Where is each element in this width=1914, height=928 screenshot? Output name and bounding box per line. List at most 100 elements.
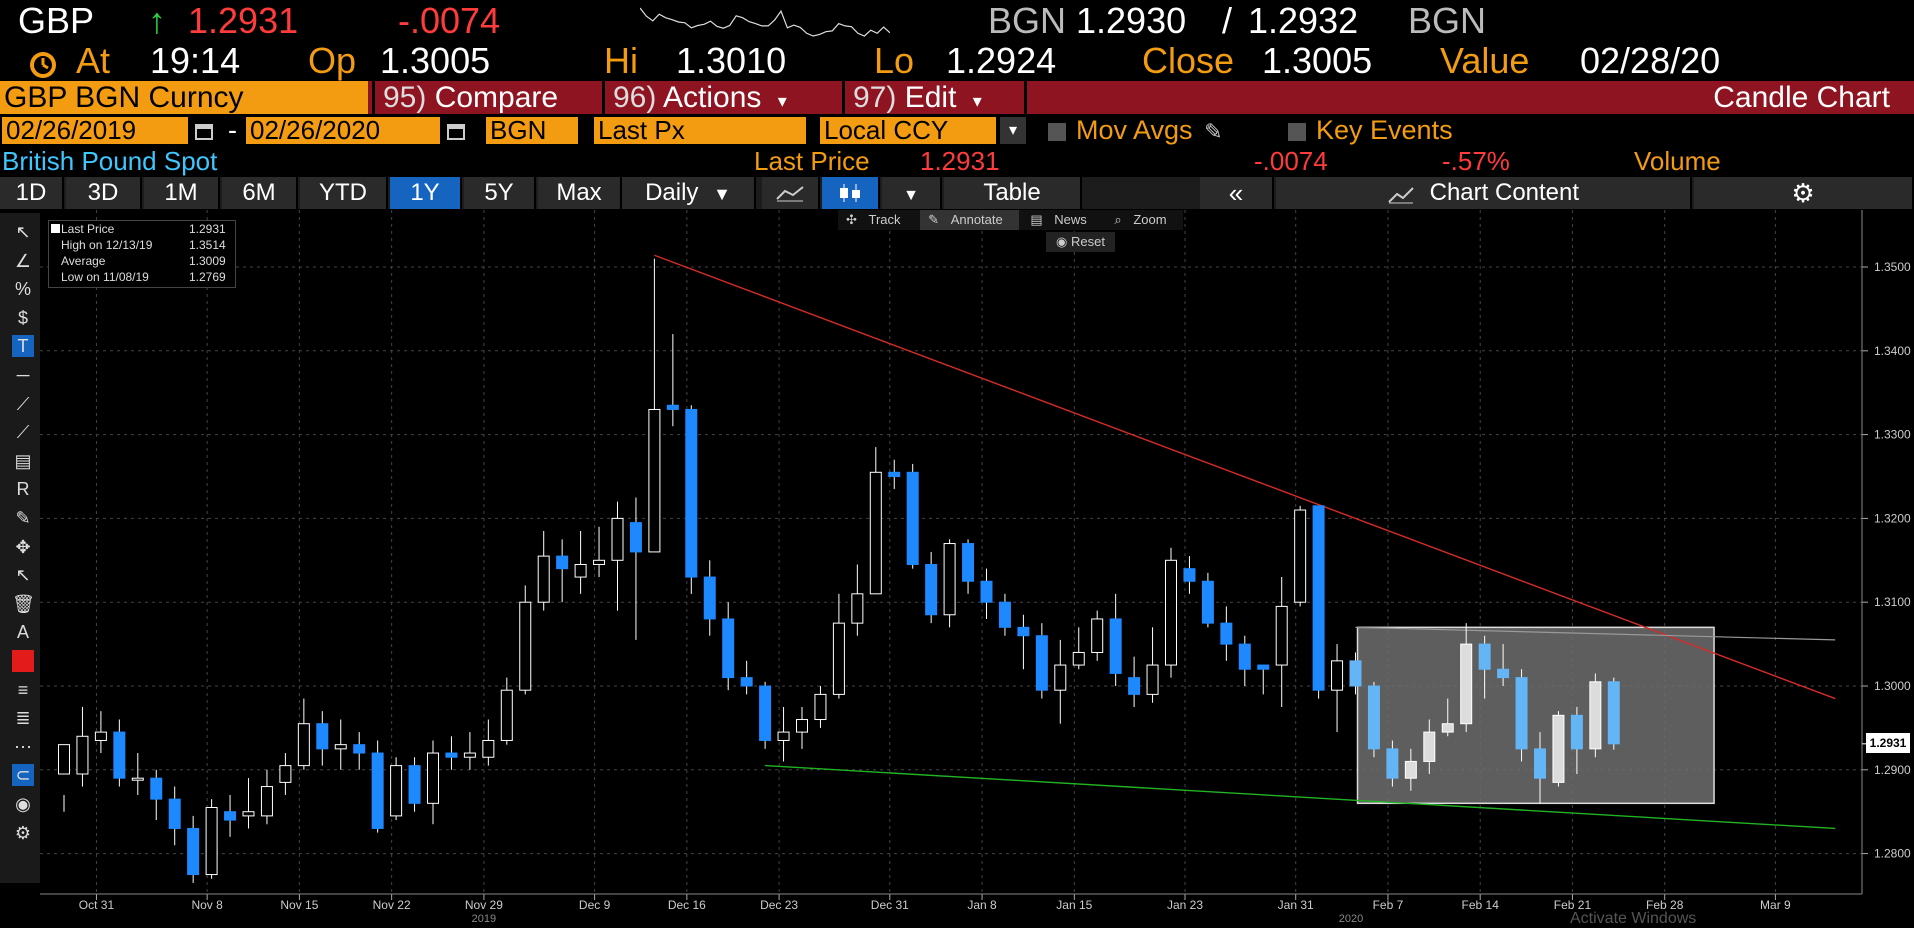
range-button-3d[interactable]: 3D xyxy=(66,177,142,209)
net-change: -.0074 xyxy=(398,0,501,41)
candle-body xyxy=(556,555,569,570)
compare-button[interactable]: 95) Compare xyxy=(372,81,600,114)
range-button-1y[interactable]: 1Y xyxy=(390,177,462,209)
settings-gear-icon[interactable]: ⚙ xyxy=(1694,177,1914,209)
line-icon[interactable]: ∠ xyxy=(14,250,32,271)
channel-icon[interactable]: ▤ xyxy=(14,450,32,471)
trash-icon[interactable]: 🗑 xyxy=(12,593,35,614)
r-icon[interactable]: R xyxy=(16,479,30,500)
period-select[interactable]: Daily ▼ xyxy=(622,177,756,209)
candle-body xyxy=(297,723,310,767)
table-button[interactable]: Table xyxy=(944,177,1082,209)
thickness-icon[interactable]: ≡ xyxy=(17,679,29,700)
candle-body xyxy=(1349,660,1362,687)
calendar-icon[interactable] xyxy=(446,121,466,141)
candle-body xyxy=(814,693,827,721)
brush-icon[interactable]: ⟋ xyxy=(16,393,30,414)
range-button-5y[interactable]: 5Y xyxy=(464,177,536,209)
checkbox-icon xyxy=(1288,122,1306,141)
last-price-tag: 1.2931 xyxy=(1866,733,1910,753)
collapse-button[interactable]: « xyxy=(1200,177,1274,209)
start-date-field[interactable]: 02/26/2019 xyxy=(2,117,188,144)
chart-content-icon xyxy=(1388,186,1414,204)
candle-body xyxy=(648,408,661,553)
price-field-select[interactable]: Last Px xyxy=(594,117,806,144)
chart-style-dropdown[interactable]: ▼ xyxy=(882,177,942,209)
range-button-6m[interactable]: 6M xyxy=(222,177,298,209)
range-button-ytd[interactable]: YTD xyxy=(300,177,388,209)
currency-select[interactable]: Local CCY xyxy=(820,117,996,144)
chevron-down-icon[interactable]: ▾ xyxy=(1000,117,1026,144)
annotate-button[interactable]: ✎ Annotate xyxy=(920,210,1019,230)
cursor-icon[interactable]: ↖ xyxy=(15,222,31,242)
x-tick-label: Nov 15 xyxy=(280,898,318,912)
mov-avgs-toggle[interactable]: Mov Avgs ✎ xyxy=(1048,117,1223,144)
chart-content-button[interactable]: Chart Content xyxy=(1276,177,1692,209)
bid-ask-separator: / xyxy=(1222,0,1233,41)
pattern-icon[interactable]: ≣ xyxy=(15,708,31,729)
trendline-icon[interactable]: ⟋ xyxy=(16,422,30,443)
x-tick-label: Nov 29 xyxy=(465,898,503,912)
candle-body xyxy=(740,677,753,687)
percent-icon[interactable]: % xyxy=(14,279,31,300)
actions-menu[interactable]: 96) Actions ▾ xyxy=(602,81,840,114)
candle-chart-icon xyxy=(840,184,860,202)
candle-body xyxy=(1072,651,1085,666)
actions-number: 96) xyxy=(613,81,657,114)
x-tick-label: Jan 31 xyxy=(1278,898,1314,912)
candle-body xyxy=(353,744,366,754)
range-button-1d[interactable]: 1D xyxy=(0,177,64,209)
color-icon[interactable] xyxy=(12,650,34,672)
candle-chart-button[interactable] xyxy=(822,177,880,209)
y-tick-label: 1.3500 xyxy=(1874,260,1911,274)
candle-body xyxy=(482,739,495,758)
change-value: -.0074 xyxy=(1254,146,1328,176)
pointer-icon[interactable]: ↖ xyxy=(15,565,31,586)
key-events-toggle[interactable]: Key Events xyxy=(1288,117,1453,144)
magnet-icon[interactable]: ⊂ xyxy=(12,764,34,787)
candle-body xyxy=(445,752,458,758)
pricing-source-field[interactable]: BGN xyxy=(486,117,578,144)
end-date-field[interactable]: 02/26/2020 xyxy=(246,117,440,144)
range-button-1m[interactable]: 1M xyxy=(144,177,220,209)
gear-icon[interactable]: ⚙ xyxy=(14,822,32,843)
candle-body xyxy=(113,731,126,779)
hline-icon[interactable]: ─ xyxy=(16,365,30,385)
dollar-icon[interactable]: $ xyxy=(17,307,28,328)
reset-button[interactable]: ◉ Reset xyxy=(1046,232,1115,252)
legend-low-label: Low on 11/08/19 xyxy=(61,270,149,284)
text-icon[interactable]: T xyxy=(12,335,34,358)
candle-body xyxy=(685,408,698,578)
candle-body xyxy=(593,559,606,565)
dash-icon[interactable]: ⋯ xyxy=(14,736,32,757)
candle-body xyxy=(500,689,513,741)
close-value: 1.3005 xyxy=(1262,40,1373,81)
checkbox-icon xyxy=(1048,122,1066,141)
zoom-button[interactable]: ⌕ Zoom xyxy=(1106,210,1182,230)
colorwheel-icon[interactable]: ◉ xyxy=(15,794,31,814)
news-button[interactable]: ▤ News xyxy=(1022,210,1102,230)
x-year-label: 2019 xyxy=(472,913,496,924)
range-button-max[interactable]: Max xyxy=(538,177,622,209)
move-icon[interactable]: ✥ xyxy=(15,536,31,557)
clock-icon xyxy=(28,47,58,78)
open-label: Op xyxy=(308,40,357,81)
calendar-icon[interactable] xyxy=(194,121,214,141)
security-field[interactable]: GBP BGN Curncy xyxy=(0,81,368,114)
candle-body xyxy=(316,723,329,750)
candle-body xyxy=(1183,568,1196,582)
open-value: 1.3005 xyxy=(380,40,491,81)
ask-source: BGN xyxy=(1408,0,1487,41)
candle-body xyxy=(537,555,550,603)
quote-line: GBP ↑ 1.2931 -.0074 BGN 1.2930 / 1.2932 … xyxy=(0,0,1914,42)
candle-body xyxy=(1570,714,1583,750)
quote-time: 19:14 xyxy=(150,40,241,81)
candle-chart[interactable]: 1.3500 1.3400 1.3300 1.3200 1.3100 1.3000 1.29… xyxy=(0,210,1914,924)
edit-menu[interactable]: 97) Edit ▾ xyxy=(842,81,1022,114)
pen-icon[interactable]: ✎ xyxy=(15,508,31,528)
title-strip xyxy=(1024,81,1914,114)
candle-body xyxy=(998,601,1011,628)
track-button[interactable]: ✣ Track xyxy=(838,210,917,230)
font-icon[interactable]: A xyxy=(16,622,29,643)
line-chart-button[interactable] xyxy=(762,177,820,209)
